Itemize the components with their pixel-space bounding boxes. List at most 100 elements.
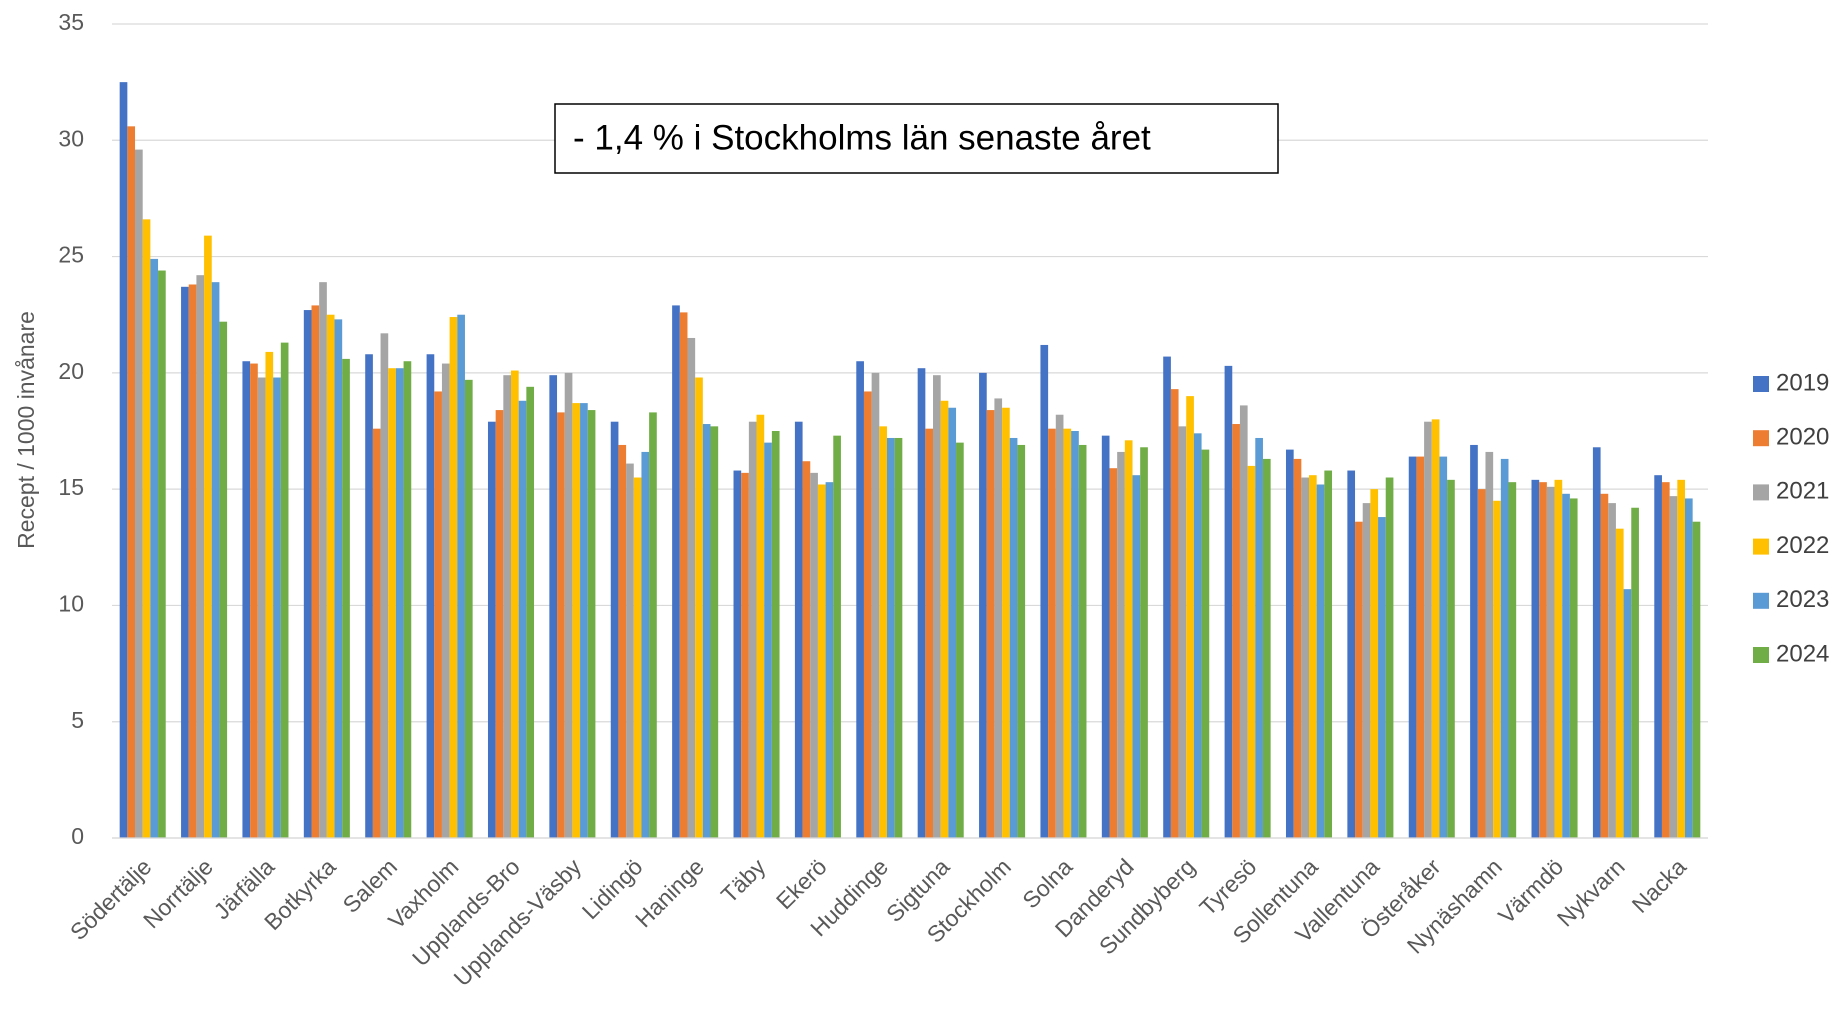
legend: 2019 2020 2021 2022 2023 2024 — [1753, 369, 1829, 667]
y-tick-label: 10 — [58, 591, 84, 617]
bar — [733, 470, 742, 838]
bar — [1500, 458, 1509, 838]
bar — [771, 431, 780, 838]
bar — [1470, 444, 1478, 838]
bar — [1055, 414, 1064, 838]
bar — [557, 412, 565, 838]
bar — [426, 354, 435, 838]
bar — [342, 358, 350, 838]
bar — [610, 421, 619, 838]
bar — [1477, 489, 1486, 838]
bar — [1439, 456, 1448, 838]
bar — [1232, 424, 1240, 838]
bar — [817, 484, 826, 838]
bar — [1063, 428, 1072, 838]
bar — [441, 363, 450, 838]
bar — [181, 286, 189, 838]
x-tick-label: Täby — [716, 853, 771, 908]
bar — [1370, 489, 1379, 838]
bar — [1316, 484, 1325, 838]
annotation: - 1,4 % i Stockholms län senaste året — [573, 118, 1151, 157]
bar — [449, 317, 458, 838]
bar — [326, 314, 335, 838]
bar — [380, 333, 389, 838]
legend-swatch — [1753, 376, 1769, 392]
bar — [150, 258, 159, 838]
bar — [127, 126, 136, 839]
bar — [695, 377, 703, 838]
bar — [487, 421, 496, 838]
x-tick-label: Södertälje — [65, 853, 157, 945]
legend-label: 2019 — [1776, 369, 1829, 396]
bar — [1124, 440, 1133, 838]
legend-label: 2021 — [1776, 478, 1829, 505]
y-axis-label: Recept / 1000 invånare — [13, 311, 39, 549]
bar — [894, 437, 903, 838]
bar — [641, 451, 650, 838]
bar — [1071, 431, 1079, 838]
bar — [1539, 482, 1547, 838]
y-tick-label: 35 — [58, 9, 84, 35]
bar — [1301, 477, 1309, 838]
bar — [933, 375, 941, 838]
bar — [863, 391, 872, 838]
bar — [303, 310, 312, 838]
y-tick-label: 25 — [58, 242, 84, 268]
bar — [1615, 528, 1624, 838]
bar — [741, 472, 749, 838]
bar — [1362, 503, 1371, 838]
legend-label: 2023 — [1776, 586, 1829, 613]
bar — [1608, 503, 1616, 838]
bar — [273, 377, 281, 838]
bar — [1201, 449, 1210, 838]
bar — [979, 372, 987, 838]
legend-swatch — [1753, 538, 1769, 555]
bar — [1117, 451, 1125, 838]
bar — [925, 428, 934, 838]
bar — [1140, 447, 1148, 838]
bar — [1600, 493, 1609, 838]
bar — [1562, 493, 1570, 838]
bar — [626, 463, 634, 838]
bar — [372, 428, 381, 838]
bar — [1669, 496, 1678, 838]
legend-swatch — [1753, 592, 1769, 609]
bar — [1424, 421, 1432, 838]
bar — [158, 270, 166, 838]
bar — [948, 407, 957, 838]
bar — [188, 284, 197, 839]
bar — [1048, 428, 1056, 838]
bar — [1592, 447, 1601, 838]
y-tick-label: 0 — [71, 823, 84, 849]
bar — [311, 305, 320, 838]
bar — [679, 312, 688, 839]
bar — [219, 321, 228, 839]
bar — [810, 472, 818, 838]
bar — [886, 437, 895, 838]
bar — [572, 403, 581, 838]
bar — [1631, 507, 1639, 838]
bar — [856, 361, 864, 838]
bar — [1355, 521, 1363, 838]
bar — [1170, 389, 1179, 838]
legend-swatch — [1753, 647, 1769, 663]
bar — [802, 461, 811, 838]
bar — [1378, 517, 1386, 838]
bar — [280, 342, 289, 838]
annotation-box — [554, 103, 1279, 174]
bar — [1661, 482, 1670, 838]
bar — [204, 235, 212, 838]
bar — [1447, 479, 1455, 838]
bar — [242, 361, 251, 838]
bar — [1324, 470, 1333, 838]
bar — [495, 410, 504, 838]
bar — [257, 377, 266, 838]
bar — [464, 379, 473, 838]
bar — [119, 82, 128, 838]
bar — [1309, 475, 1317, 838]
bar — [1247, 465, 1256, 838]
bar — [434, 391, 442, 838]
bar — [526, 386, 535, 838]
bar — [503, 375, 511, 838]
bar — [1239, 405, 1248, 838]
